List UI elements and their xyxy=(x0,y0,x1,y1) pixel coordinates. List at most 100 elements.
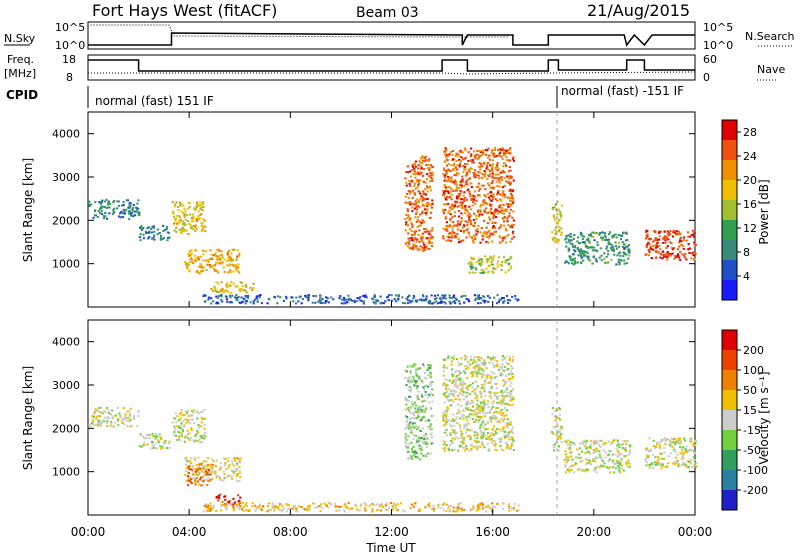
scatter-cell xyxy=(502,385,505,387)
scatter-cell xyxy=(509,404,512,407)
scatter-cell xyxy=(207,477,210,480)
scatter-cell xyxy=(406,408,409,411)
scatter-cell xyxy=(507,177,510,180)
scatter-cell xyxy=(206,505,209,508)
scatter-cell xyxy=(444,441,447,444)
scatter-cell xyxy=(502,297,505,299)
scatter-cell xyxy=(129,419,132,422)
scatter-cell xyxy=(245,509,248,511)
scatter-cell xyxy=(473,410,476,413)
scatter-cell xyxy=(485,232,488,235)
scatter-cell xyxy=(497,260,500,263)
scatter-cell xyxy=(507,363,510,365)
y-tick-label: 4000 xyxy=(52,336,80,349)
x-tick-label: 04:00 xyxy=(172,525,207,539)
scatter-cell xyxy=(99,415,102,418)
scatter-cell xyxy=(188,270,191,273)
scatter-cell xyxy=(212,460,215,463)
scatter-cell xyxy=(487,156,490,159)
scatter-cell xyxy=(171,210,174,213)
scatter-cell xyxy=(510,256,513,259)
scatter-cell xyxy=(503,383,506,386)
scatter-cell xyxy=(499,263,502,266)
scatter-cell xyxy=(487,355,490,358)
scatter-cell xyxy=(494,173,497,176)
scatter-cell xyxy=(413,363,416,366)
scatter-cell xyxy=(494,416,497,419)
scatter-cell xyxy=(654,237,657,239)
scatter-cell xyxy=(492,225,495,227)
scatter-cell xyxy=(495,383,498,385)
scatter-cell xyxy=(409,454,412,457)
scatter-cell xyxy=(660,467,663,470)
scatter-cell xyxy=(471,271,474,274)
scatter-cell xyxy=(150,441,153,444)
scatter-cell xyxy=(98,201,101,204)
scatter-cell xyxy=(460,212,463,215)
scatter-cell xyxy=(344,504,347,507)
scatter-cell xyxy=(507,269,510,272)
scatter-cell xyxy=(568,235,571,238)
scatter-cell xyxy=(472,374,475,377)
scatter-cell xyxy=(458,300,461,303)
scatter-cell xyxy=(391,508,395,511)
scatter-cell xyxy=(443,168,446,171)
scatter-cell xyxy=(240,281,243,284)
scatter-cell xyxy=(456,164,459,167)
scatter-cell xyxy=(202,225,205,228)
scatter-cell xyxy=(493,213,496,216)
scatter-cell xyxy=(386,509,389,512)
scatter-cell xyxy=(509,395,512,398)
scatter-cell xyxy=(661,463,664,466)
scatter-cell xyxy=(608,466,611,469)
scatter-cell xyxy=(489,264,492,267)
scatter-cell xyxy=(468,449,471,452)
scatter-cell xyxy=(509,188,512,191)
scatter-cell xyxy=(254,510,257,512)
scatter-cell xyxy=(196,467,199,470)
scatter-cell xyxy=(475,364,478,367)
scatter-cell xyxy=(497,173,500,176)
scatter-cell xyxy=(445,221,448,224)
scatter-cell xyxy=(577,254,580,257)
scatter-cell xyxy=(494,383,497,385)
scatter-cell xyxy=(491,175,494,177)
scatter-cell xyxy=(121,216,125,219)
scatter-cell xyxy=(508,175,511,178)
scatter-cell xyxy=(610,249,614,251)
scatter-cell xyxy=(122,201,125,204)
scatter-cell xyxy=(353,299,356,302)
scatter-cell xyxy=(456,205,459,208)
scatter-cell xyxy=(499,152,502,155)
scatter-cell xyxy=(496,262,499,265)
scatter-cell xyxy=(421,246,424,249)
scatter-cell xyxy=(481,151,484,154)
scatter-cell xyxy=(421,210,424,213)
scatter-cell xyxy=(408,179,411,182)
scatter-cell xyxy=(610,450,613,453)
scatter-cell xyxy=(404,415,408,418)
scatter-cell xyxy=(430,432,433,435)
scatter-cell xyxy=(224,505,227,507)
scatter-cell xyxy=(405,446,408,449)
scatter-cell xyxy=(478,165,481,168)
scatter-cell xyxy=(407,376,410,379)
scatter-cell xyxy=(195,464,198,467)
scatter-cell xyxy=(421,236,424,239)
scatter-cell xyxy=(458,392,461,395)
scatter-cell xyxy=(506,394,509,397)
scatter-cell xyxy=(614,245,617,248)
scatter-cell xyxy=(476,448,479,451)
scatter-cell xyxy=(424,506,427,509)
scatter-cell xyxy=(488,218,492,221)
scatter-cell xyxy=(427,367,430,369)
scatter-cell xyxy=(428,248,431,250)
scatter-cell xyxy=(594,232,597,235)
scatter-cell xyxy=(180,409,183,411)
scatter-cell xyxy=(460,229,463,232)
scatter-cell xyxy=(443,382,446,385)
scatter-cell xyxy=(421,395,424,398)
scatter-cell xyxy=(443,412,446,415)
scatter-cell xyxy=(116,200,119,203)
scatter-cell xyxy=(650,257,654,260)
